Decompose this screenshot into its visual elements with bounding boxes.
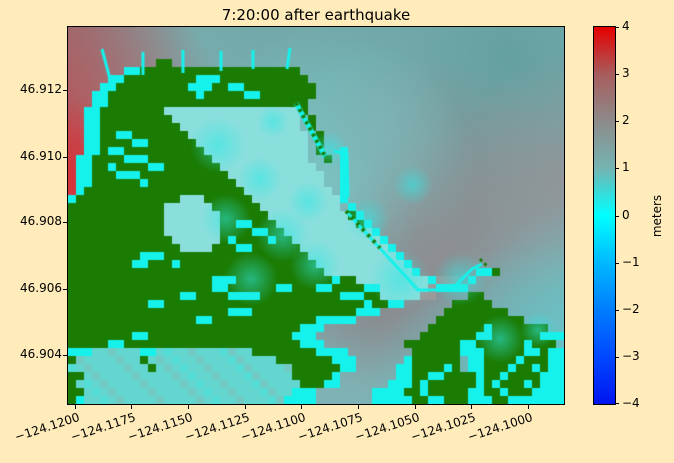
colorbar-tick-mark [615, 216, 619, 217]
colorbar-tick-mark [615, 121, 619, 122]
colorbar-tick-label: −1 [622, 255, 640, 269]
colorbar-tick-label: 1 [622, 160, 630, 174]
x-tick-mark [75, 405, 76, 409]
y-tick-mark [63, 222, 67, 223]
colorbar-tick-label: −3 [622, 349, 640, 363]
y-tick-label: 46.906 [20, 281, 62, 295]
colorbar-tick-label: −4 [622, 396, 640, 410]
colorbar-tick-label: −2 [622, 302, 640, 316]
colorbar-tick-mark [615, 263, 619, 264]
colorbar-tick-mark [615, 310, 619, 311]
colorbar-gradient [594, 27, 615, 404]
plot-title: 7:20:00 after earthquake [221, 6, 411, 24]
x-tick-mark [188, 405, 189, 409]
x-tick-mark [301, 405, 302, 409]
x-tick-mark [131, 405, 132, 409]
x-tick-mark [358, 405, 359, 409]
colorbar-tick-mark [615, 74, 619, 75]
plot-area [67, 26, 565, 405]
y-tick-mark [63, 355, 67, 356]
x-tick-mark [471, 405, 472, 409]
colorbar-tick-mark [615, 168, 619, 169]
colorbar-tick-label: 4 [622, 19, 630, 33]
colorbar [593, 26, 616, 405]
colorbar-axis-label: meters [650, 194, 664, 238]
y-tick-mark [63, 289, 67, 290]
y-tick-label: 46.908 [20, 214, 62, 228]
colorbar-tick-mark [615, 403, 619, 404]
y-tick-label: 46.904 [20, 347, 62, 361]
colorbar-tick-mark [615, 27, 619, 28]
colorbar-tick-label: 3 [622, 66, 630, 80]
x-tick-mark [415, 405, 416, 409]
colorbar-tick-label: 2 [622, 113, 630, 127]
y-tick-label: 46.912 [20, 82, 62, 96]
y-tick-label: 46.910 [20, 149, 62, 163]
x-tick-mark [528, 405, 529, 409]
colorbar-tick-label: 0 [622, 208, 630, 222]
colorbar-tick-mark [615, 357, 619, 358]
y-tick-mark [63, 90, 67, 91]
map-canvas [68, 27, 564, 404]
y-tick-mark [63, 157, 67, 158]
x-tick-mark [245, 405, 246, 409]
